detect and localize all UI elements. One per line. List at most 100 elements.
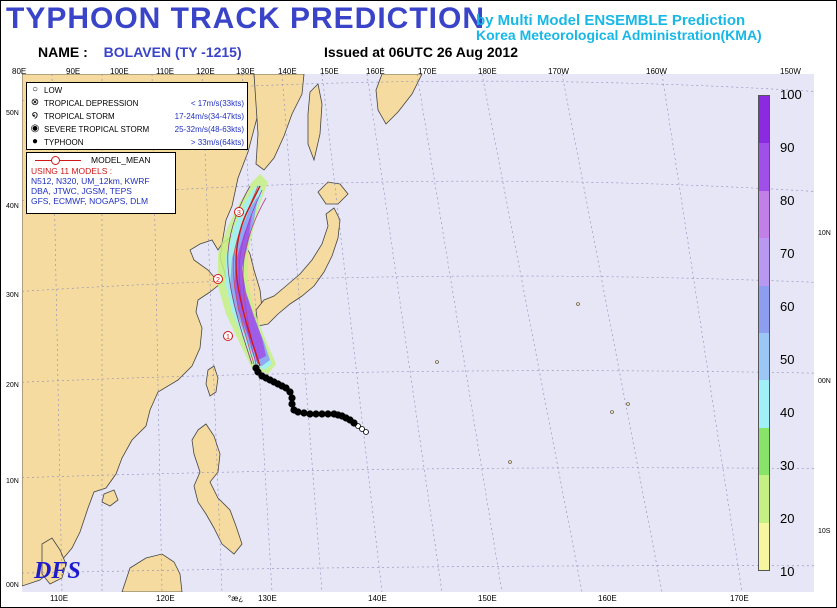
byline-agency: Korea Meteorological Administration(KMA) (476, 27, 762, 43)
scale-segment (759, 96, 769, 144)
track-position-marker (300, 409, 308, 417)
dfs-logo: DFS (34, 558, 81, 584)
scale-segment (759, 333, 769, 381)
track-position-marker (318, 410, 326, 418)
legend-row: ● TYPHOON > 33m/s(64kts) (31, 136, 244, 148)
svg-text:1: 1 (226, 334, 230, 341)
bottom-tick: 160E (598, 594, 617, 603)
scale-segment (759, 522, 769, 570)
left-tick: 30N (6, 292, 19, 299)
right-tick: 10N (818, 230, 831, 237)
typhoon-icon: ● (31, 136, 39, 147)
scale-label: 80 (780, 193, 795, 208)
storm-name: BOLAVEN (TY -1215) (103, 44, 242, 60)
forecast-point: 2 (213, 274, 223, 284)
scale-segment (759, 380, 769, 428)
top-tick: 130E (236, 67, 255, 76)
top-tick: 180E (478, 67, 497, 76)
top-tick: 90E (66, 67, 81, 76)
models-count: USING 11 MODELS : (31, 166, 113, 176)
scale-segment (759, 238, 769, 286)
top-tick: 120E (196, 67, 215, 76)
model-mean-track (235, 185, 261, 367)
top-tick: 160E (366, 67, 385, 76)
scale-segment (759, 427, 769, 476)
top-tick: 140E (278, 67, 297, 76)
storm-name-row: NAME : BOLAVEN (TY -1215) (38, 44, 242, 60)
bottom-tick: 150E (478, 594, 497, 603)
bottom-tick: °æ¿ (228, 594, 244, 603)
probability-cone-outer (218, 174, 276, 374)
tropical-depression-icon: ⊗ (30, 97, 40, 108)
scale-segment (759, 285, 769, 333)
severe-tropical-storm-icon: ◉ (30, 123, 40, 134)
land-kamchatka (375, 74, 423, 125)
track-position-marker (288, 400, 296, 408)
land-sakhalin (307, 83, 323, 162)
top-tick: 170E (418, 67, 437, 76)
track-point-icon (51, 156, 60, 165)
svg-text:3: 3 (237, 210, 241, 217)
probability-cone-inner (230, 196, 270, 366)
model-mean-key: MODEL_MEAN (31, 155, 171, 166)
intensity-legend: ○ LOW ⊗ TROPICAL DEPRESSION < 17m/s(33kt… (26, 82, 248, 150)
scale-label: 90 (780, 140, 795, 155)
top-tick: 150W (780, 67, 801, 76)
left-tick: 40N (6, 203, 19, 210)
left-tick: 50N (6, 110, 19, 117)
probability-scale (758, 95, 770, 571)
name-label: NAME : (38, 44, 88, 60)
models-legend: MODEL_MEAN USING 11 MODELS : N512, N320,… (26, 152, 176, 214)
forecast-point: 3 (234, 207, 244, 217)
probability-cone-mid (226, 184, 272, 370)
low-icon: ○ (31, 84, 39, 95)
land-hainan (101, 489, 119, 507)
scale-label: 50 (780, 352, 795, 367)
left-tick: 10N (6, 478, 19, 485)
top-tick: 110E (156, 67, 175, 76)
legend-row: ໑ TROPICAL STORM 17-24m/s(34-47kts) (31, 110, 244, 122)
scale-segment (759, 190, 769, 239)
land-japan (255, 207, 341, 327)
right-tick: 00N (818, 378, 831, 385)
scale-label: 20 (780, 511, 795, 526)
right-tick: 10S (818, 528, 831, 535)
top-tick: 170W (548, 67, 569, 76)
top-tick: 160W (646, 67, 667, 76)
land-borneo (121, 553, 183, 592)
top-tick: 80E (12, 67, 27, 76)
left-tick: 00N (6, 582, 19, 589)
scale-label: 30 (780, 458, 795, 473)
scale-label: 60 (780, 299, 795, 314)
bottom-tick: 140E (368, 594, 387, 603)
legend-row: ◉ SEVERE TROPICAL STORM 25-32m/s(48-63kt… (30, 123, 244, 135)
byline: by Multi Model ENSEMBLE Prediction Korea… (476, 13, 762, 43)
island (576, 302, 580, 306)
track-position-marker (306, 410, 314, 418)
bottom-tick: 120E (156, 594, 175, 603)
track-position-marker (359, 426, 365, 432)
legend-row: ○ LOW (31, 84, 63, 96)
tropical-storm-icon: ໑ (31, 110, 39, 121)
track-position-marker (330, 410, 338, 418)
left-tick: 20N (6, 382, 19, 389)
bottom-tick: 170E (730, 594, 749, 603)
byline-method: by Multi Model ENSEMBLE Prediction (476, 12, 746, 29)
graticule (22, 74, 814, 592)
issued-time: Issued at 06UTC 26 Aug 2012 (324, 44, 519, 60)
scale-segment (759, 143, 769, 191)
scale-label: 70 (780, 246, 795, 261)
page-title: TYPHOON TRACK PREDICTION (6, 2, 486, 35)
island (610, 410, 614, 414)
bottom-tick: 110E (50, 594, 69, 603)
models-list-line: DBA, JTWC, JGSM, TEPS (31, 186, 132, 196)
svg-text:2: 2 (216, 277, 220, 284)
island (626, 402, 630, 406)
probability-cone-core (234, 214, 266, 360)
scale-label: 40 (780, 405, 795, 420)
track-position-marker (324, 410, 332, 418)
past-track (252, 364, 369, 435)
bottom-tick: 130E (258, 594, 277, 603)
track-position-marker (288, 394, 296, 402)
island (508, 460, 512, 464)
